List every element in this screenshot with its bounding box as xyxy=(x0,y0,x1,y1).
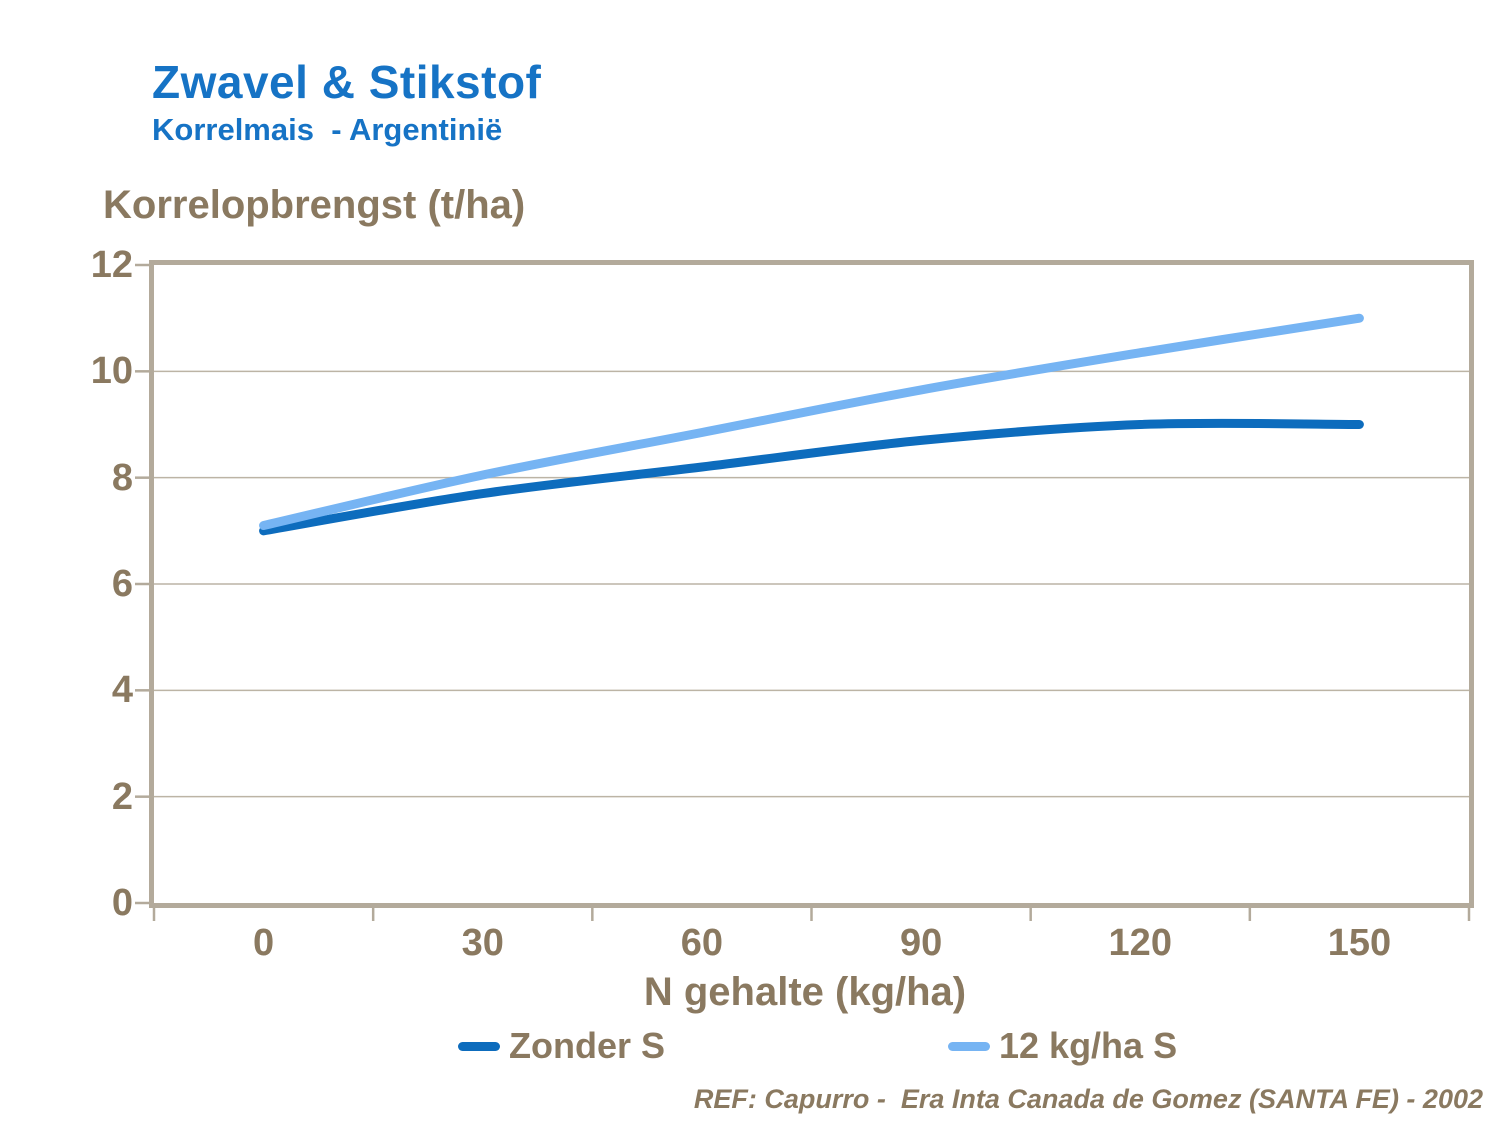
x-tick-label: 60 xyxy=(680,922,724,964)
legend-swatch-12kgha-s xyxy=(948,1041,990,1051)
legend-label-zonder-s: Zonder S xyxy=(509,1025,666,1066)
x-tick-label: 90 xyxy=(899,922,943,964)
chart-canvas xyxy=(135,263,1471,921)
y-tick-label: 6 xyxy=(111,563,133,605)
legend-swatch-zonder-s xyxy=(458,1041,500,1051)
y-tick-label: 4 xyxy=(111,669,133,712)
legend-item-zonder-s: Zonder S xyxy=(458,1024,665,1068)
plot-area xyxy=(135,260,1474,921)
series-line-12-kg-ha-s xyxy=(259,313,1364,531)
reference-text: REF: Capurro - Era Inta Canada de Gomez … xyxy=(693,1084,1483,1114)
y-tick-label: 2 xyxy=(111,775,133,818)
y-tick-label: 12 xyxy=(90,244,133,286)
y-tick-label: 0 xyxy=(111,882,133,924)
x-tick-label: 120 xyxy=(1108,922,1172,964)
x-tick-label: 30 xyxy=(461,922,504,964)
x-tick-label: 0 xyxy=(253,922,275,964)
page-title: Zwavel & Stikstof xyxy=(152,56,542,108)
legend-label-12kgha-s: 12 kg/ha S xyxy=(999,1025,1178,1066)
legend-item-12kgha-s: 12 kg/ha S xyxy=(948,1024,1177,1068)
x-tick-label: 150 xyxy=(1327,922,1392,964)
page-subtitle: Korrelmais - Argentinië xyxy=(152,112,503,147)
y-tick-label: 8 xyxy=(111,456,133,499)
y-tick-label: 10 xyxy=(90,350,133,393)
series-line-zonder-s xyxy=(259,418,1364,536)
y-axis-title: Korrelopbrengst (t/ha) xyxy=(103,183,526,227)
x-axis-title: N gehalte (kg/ha) xyxy=(643,970,967,1014)
